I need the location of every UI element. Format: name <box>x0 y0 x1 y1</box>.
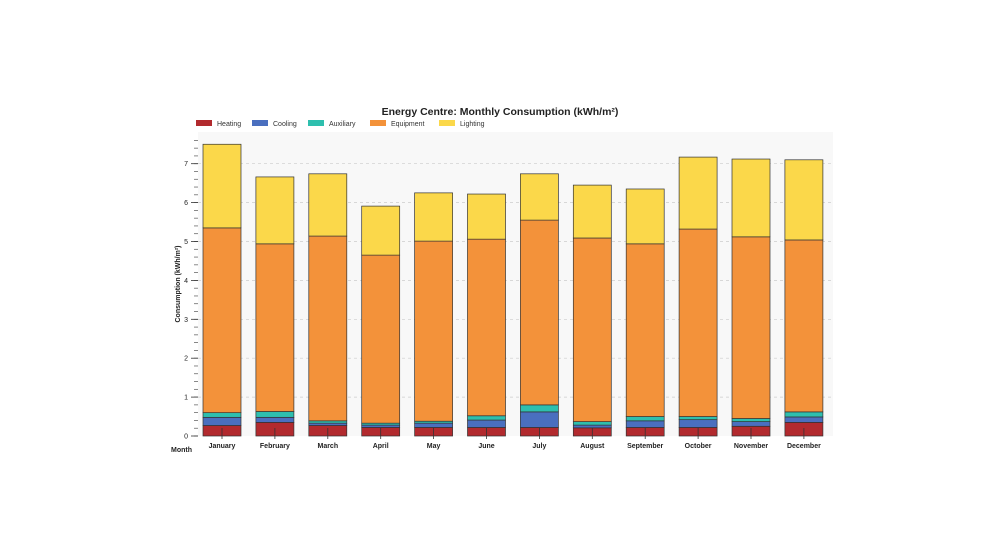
y-tick-label: 0 <box>184 434 188 441</box>
x-tick-label: October <box>685 443 712 450</box>
x-tick-label: August <box>580 443 605 450</box>
bar-segment-cooling <box>414 422 453 428</box>
legend-swatch-lighting <box>439 120 455 126</box>
bar-segment-equipment <box>784 239 824 413</box>
y-tick-label: 5 <box>184 239 188 246</box>
bar-segment-equipment <box>414 240 453 422</box>
chart-title: Energy Centre: Monthly Consumption (kWh/… <box>382 106 619 118</box>
x-tick-label: November <box>734 443 769 450</box>
bar-segment-auxiliary <box>467 415 506 421</box>
y-tick-label: 1 <box>184 395 188 402</box>
bar-segment-cooling <box>784 416 824 423</box>
legend-label-auxiliary: Auxiliary <box>329 121 356 128</box>
bar-segment-auxiliary <box>255 411 295 418</box>
legend-swatch-auxiliary <box>308 120 324 126</box>
legend-swatch-cooling <box>252 120 268 126</box>
bar-segment-equipment <box>731 236 771 419</box>
bar-segment-lighting <box>467 193 506 240</box>
legend-swatch-equipment <box>370 120 386 126</box>
bar-segment-auxiliary <box>784 411 824 418</box>
bar-segment-equipment <box>467 238 506 417</box>
x-tick-label: June <box>478 443 494 450</box>
bar-segment-auxiliary <box>520 404 559 413</box>
bar-segment-cooling <box>467 419 506 428</box>
bar-segment-auxiliary <box>572 421 612 426</box>
bar-segment-cooling <box>731 421 771 427</box>
x-tick-label: July <box>532 443 546 450</box>
y-tick-label: 7 <box>184 161 188 168</box>
bar-segment-equipment <box>625 243 665 417</box>
bar-segment-lighting <box>308 173 348 237</box>
bar-segment-equipment <box>308 235 348 422</box>
bar-segment-lighting <box>255 176 295 245</box>
bar-segment-cooling <box>678 419 718 428</box>
bar-segment-cooling <box>572 424 612 429</box>
legend-label-lighting: Lighting <box>460 121 485 128</box>
y-tick-label: 6 <box>184 200 188 207</box>
bar-segment-lighting <box>625 188 665 245</box>
bar-segment-lighting <box>678 156 718 230</box>
y-tick-label: 4 <box>184 278 188 285</box>
y-tick-label: 2 <box>184 356 188 363</box>
x-axis-label: Month <box>171 447 192 454</box>
bar-segment-lighting <box>784 159 824 241</box>
bar-segment-lighting <box>414 192 453 242</box>
bar-segment-cooling <box>520 411 559 428</box>
bar-segment-lighting <box>202 143 242 229</box>
bar-segment-equipment <box>572 237 612 422</box>
bar-segment-cooling <box>255 416 295 423</box>
legend-swatch-heating <box>196 120 212 126</box>
x-tick-label: January <box>209 443 236 450</box>
bar-segment-cooling <box>308 422 348 426</box>
bar-segment-equipment <box>255 243 295 412</box>
bar-segment-auxiliary <box>731 418 771 422</box>
y-axis-label: Consumption (kWh/m²) <box>175 246 182 323</box>
legend-label-heating: Heating <box>217 121 241 128</box>
bar-segment-auxiliary <box>678 416 718 421</box>
bar-segment-lighting <box>572 184 612 239</box>
x-tick-label: March <box>317 443 338 450</box>
y-tick-label: 3 <box>184 317 188 324</box>
x-tick-label: February <box>260 443 290 450</box>
legend-label-cooling: Cooling <box>273 121 297 128</box>
plot-background <box>198 132 833 436</box>
bar-segment-auxiliary <box>202 412 242 418</box>
bar-segment-equipment <box>361 254 401 424</box>
bar-segment-cooling <box>202 416 242 426</box>
bar-segment-equipment <box>678 228 718 417</box>
bar-segment-equipment <box>520 219 559 406</box>
bar-segment-lighting <box>731 158 771 238</box>
legend-label-equipment: Equipment <box>391 121 425 128</box>
x-tick-label: May <box>427 443 441 450</box>
bar-segment-cooling <box>361 424 401 428</box>
bar-segment-lighting <box>361 205 401 256</box>
bar-segment-lighting <box>520 173 559 221</box>
x-tick-label: December <box>787 443 821 450</box>
bar-segment-equipment <box>202 227 242 414</box>
x-tick-label: September <box>627 443 663 450</box>
bar-segment-cooling <box>625 420 665 428</box>
x-tick-label: April <box>373 443 389 450</box>
bar-segment-auxiliary <box>308 420 348 424</box>
bar-segment-auxiliary <box>625 416 665 422</box>
legend: Heating Cooling Auxiliary Equipment Lighting <box>196 120 485 128</box>
